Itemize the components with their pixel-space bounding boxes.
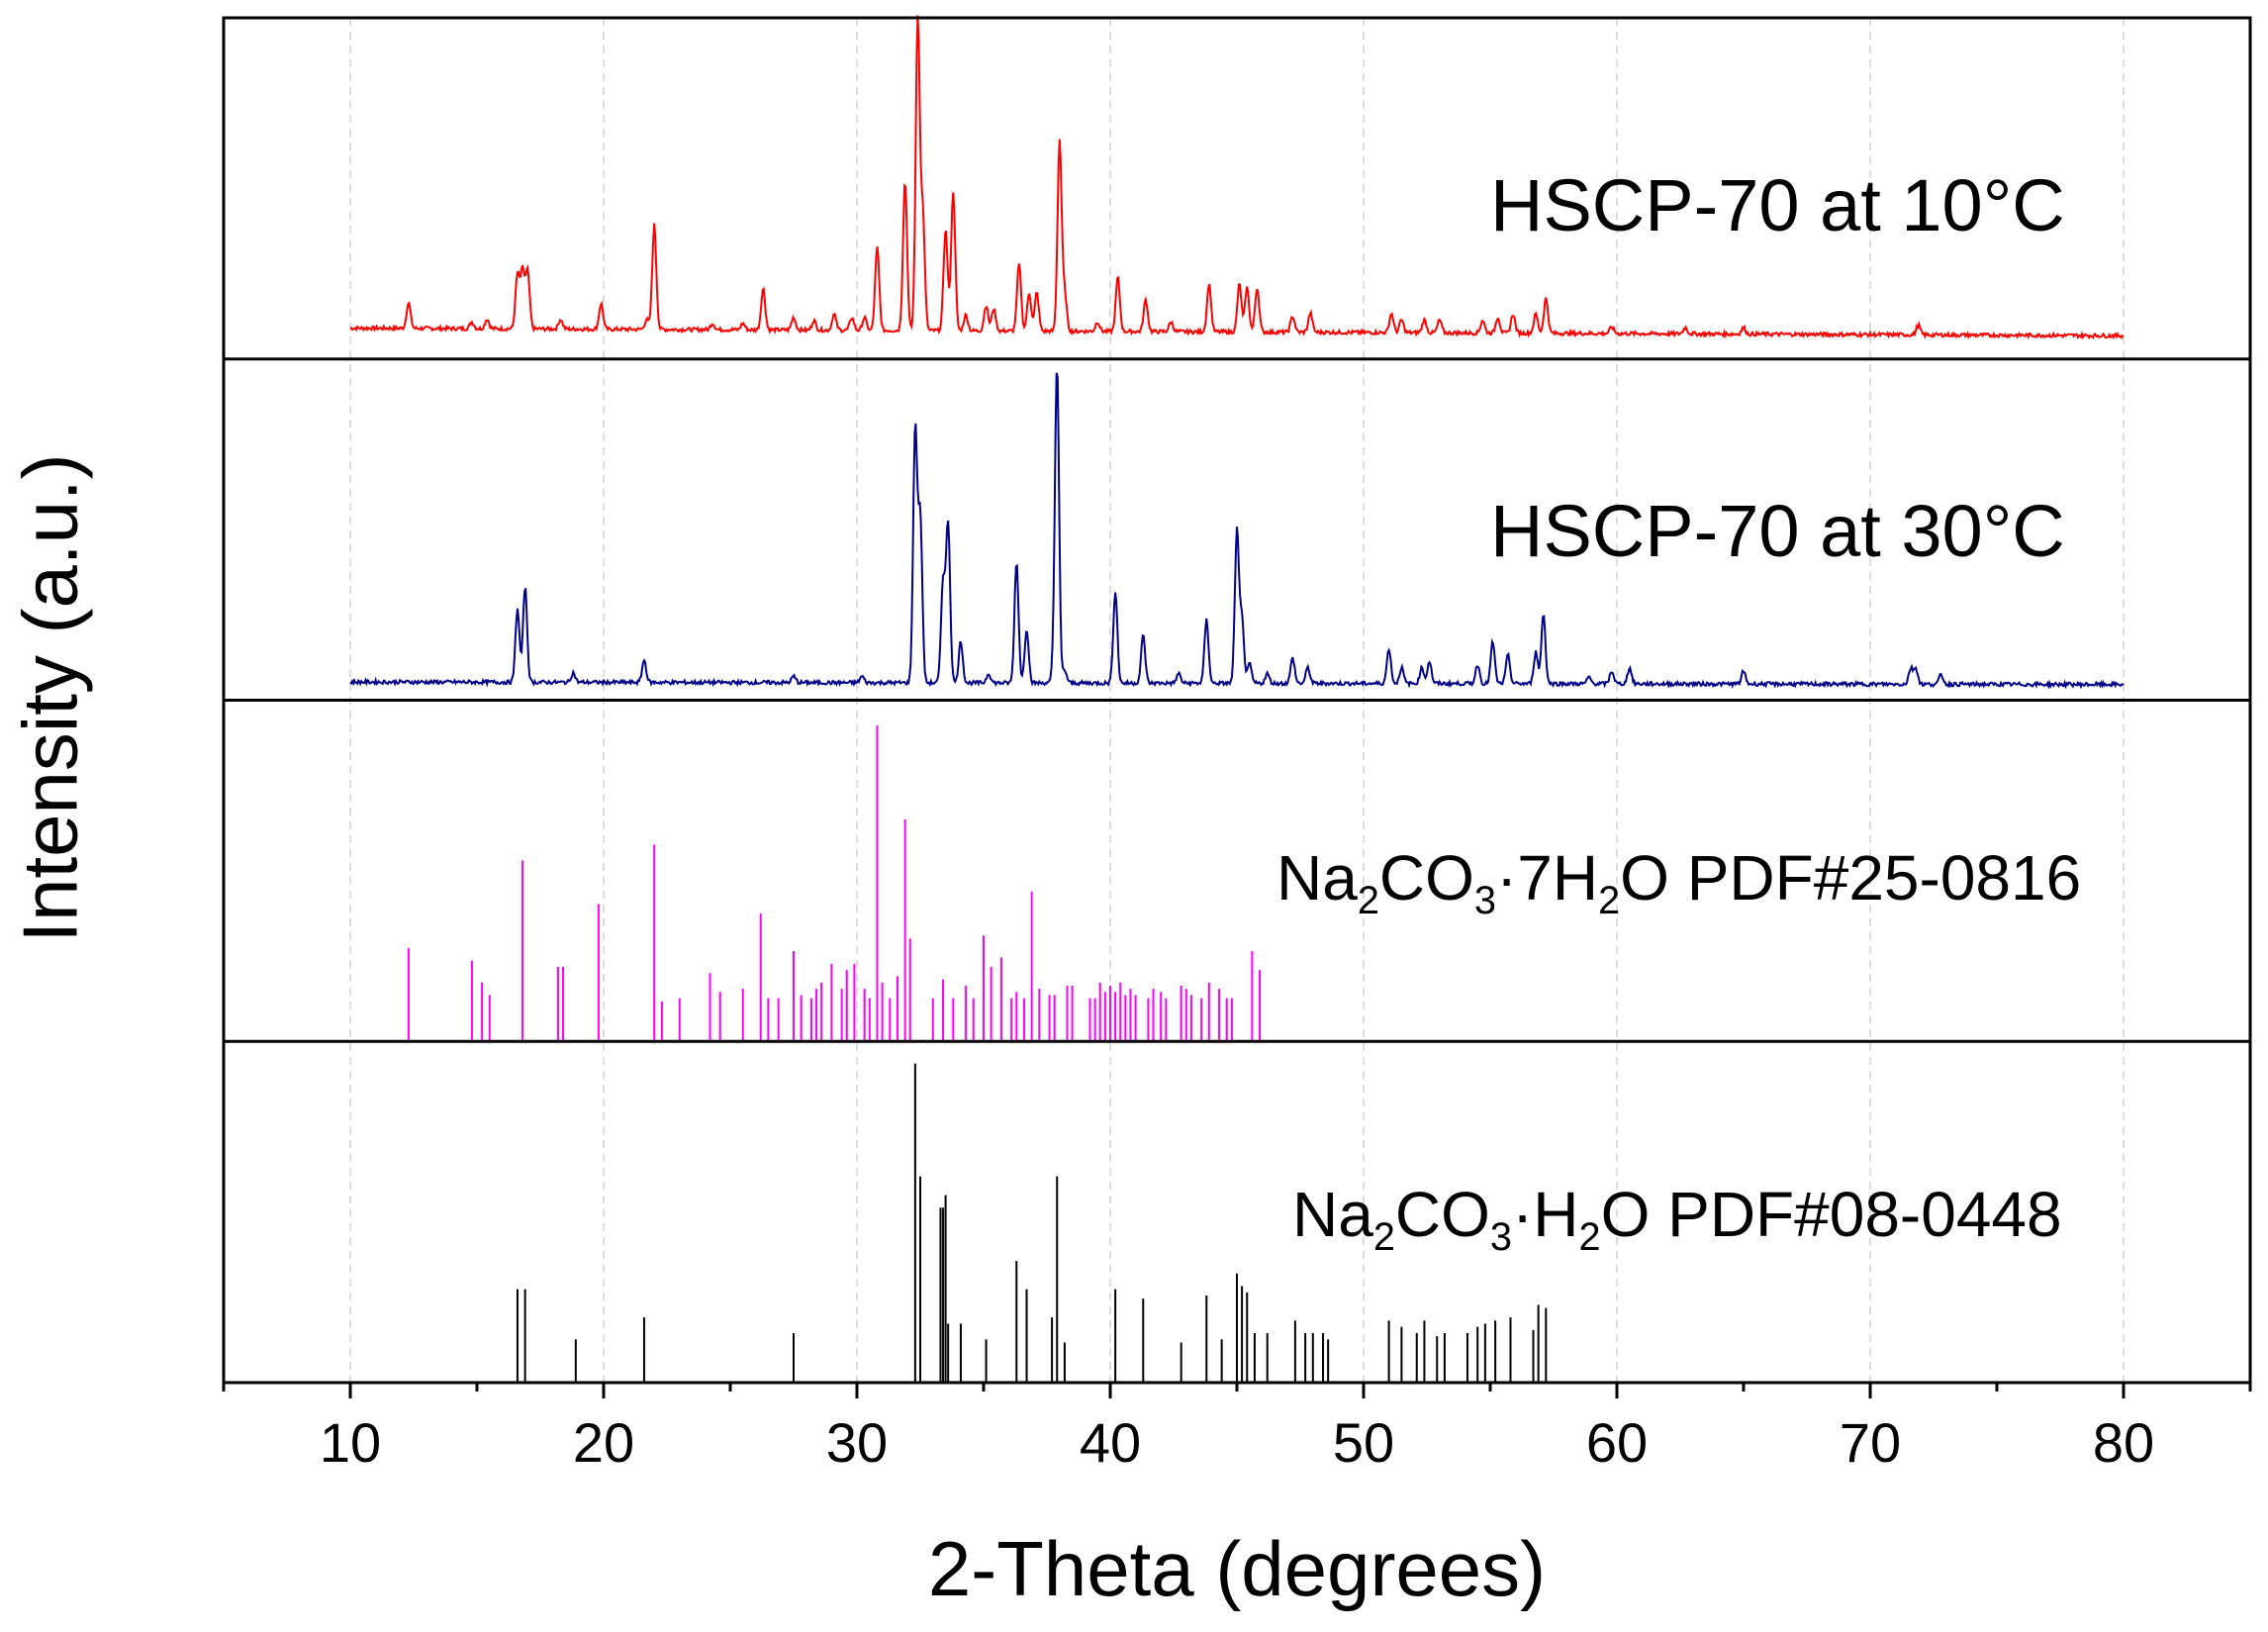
formula-part: 2 <box>1372 1214 1395 1259</box>
formula-part: Na <box>1276 842 1358 913</box>
formula-part: O PDF#25-0816 <box>1620 842 2082 913</box>
x-axis: 10 20 30 40 50 60 70 80 <box>222 1383 2252 1474</box>
x-axis-label: 2-Theta (degrees) <box>927 1525 1547 1612</box>
formula-part: O PDF#08-0448 <box>1600 1179 2062 1250</box>
x-tick-label-50: 50 <box>1333 1411 1394 1474</box>
formula-part: 3 <box>1473 878 1496 922</box>
x-tick-label-20: 20 <box>573 1411 634 1474</box>
panel-label-hscp-30c: HSCP-70 at 30°C <box>1490 490 2065 572</box>
formula-part: CO <box>1394 1179 1490 1250</box>
panel-label-na2co3-7h2o: Na2CO3·7H2O PDF#25-0816 <box>1276 841 2081 923</box>
formula-part: 2 <box>1357 878 1379 922</box>
formula-part: 2 <box>1578 1214 1601 1259</box>
x-tick-label-80: 80 <box>2093 1411 2154 1474</box>
x-tick-label-40: 40 <box>1080 1411 1141 1474</box>
panel-label-na2co3-h2o: Na2CO3·H2O PDF#08-0448 <box>1292 1178 2062 1260</box>
formula-part: ·7H <box>1495 842 1599 913</box>
formula-part: 3 <box>1489 1214 1512 1259</box>
pattern-line-panel-1 <box>349 15 2125 340</box>
x-tick-label-30: 30 <box>826 1411 888 1474</box>
formula-part: CO <box>1378 842 1474 913</box>
x-tick-label-70: 70 <box>1840 1411 1901 1474</box>
y-axis-label-wrap: Intensity (a.u.) <box>6 0 95 1395</box>
x-tick-label-10: 10 <box>320 1411 381 1474</box>
panel-label-hscp-10c: HSCP-70 at 10°C <box>1490 164 2065 246</box>
pattern-line-panel-2 <box>349 372 2125 690</box>
y-axis-label: Intensity (a.u.) <box>6 452 94 943</box>
data-layer <box>349 15 2125 1383</box>
formula-part: 2 <box>1598 878 1621 922</box>
formula-part: Na <box>1292 1179 1373 1250</box>
formula-part: ·H <box>1511 1179 1579 1250</box>
x-tick-label-60: 60 <box>1586 1411 1648 1474</box>
